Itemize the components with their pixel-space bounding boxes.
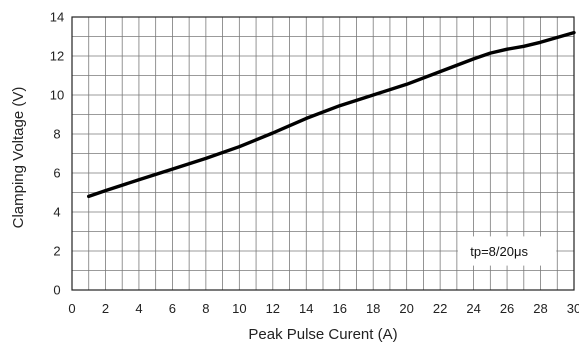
y-tick-label: 2	[53, 244, 60, 259]
x-tick-label: 0	[68, 301, 75, 316]
x-tick-label: 22	[433, 301, 447, 316]
x-tick-label: 20	[399, 301, 413, 316]
annotation-background	[457, 236, 557, 266]
y-tick-label: 8	[53, 127, 60, 142]
y-tick-labels: 0 2 4 6 8 10 12 14	[50, 10, 64, 298]
y-tick-label: 6	[53, 166, 60, 181]
y-tick-label: 0	[53, 283, 60, 298]
y-tick-label: 10	[50, 88, 64, 103]
x-tick-label: 26	[500, 301, 514, 316]
x-axis-title: Peak Pulse Curent (A)	[248, 326, 397, 343]
plot-frame	[71, 16, 575, 291]
x-tick-label: 2	[102, 301, 109, 316]
x-tick-label: 4	[135, 301, 142, 316]
y-axis-title: Clamping Voltage (V)	[10, 87, 27, 229]
x-tick-label: 10	[232, 301, 246, 316]
x-tick-label: 24	[466, 301, 480, 316]
x-tick-label: 6	[169, 301, 176, 316]
y-tick-label: 12	[50, 49, 64, 64]
x-tick-label: 12	[266, 301, 280, 316]
x-tick-label: 16	[332, 301, 346, 316]
x-tick-label: 14	[299, 301, 313, 316]
series-line-clamping-voltage	[87, 30, 576, 199]
x-tick-label: 8	[202, 301, 209, 316]
annotation-label: tp=8/20μs	[470, 244, 528, 259]
y-tick-label: 14	[50, 10, 64, 25]
grid	[72, 17, 574, 290]
x-tick-labels: 0 2 4 6 8 10 12 14 16 18 20 22 24 26 28 30	[68, 301, 579, 316]
x-tick-label: 18	[366, 301, 380, 316]
x-tick-label: 28	[533, 301, 547, 316]
x-tick-label: 30	[567, 301, 579, 316]
y-tick-label: 4	[53, 205, 60, 220]
